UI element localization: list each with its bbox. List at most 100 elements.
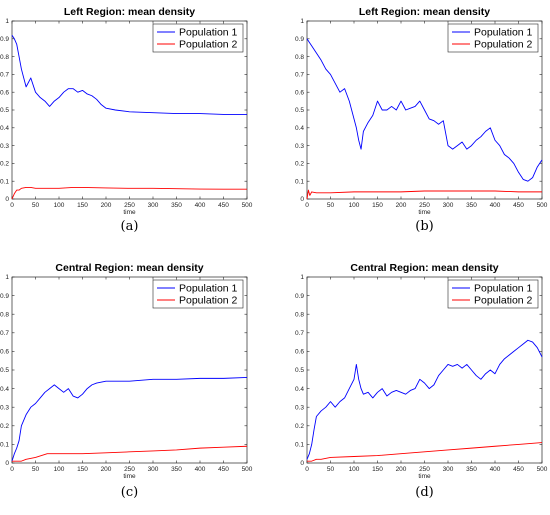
y-tick-label: 0.4 [295, 125, 304, 132]
series-line-population-2 [306, 189, 542, 200]
x-tick-label: 450 [218, 202, 229, 209]
x-tick-label: 450 [218, 466, 229, 473]
x-tick-label: 0 [305, 466, 309, 473]
panel-caption: (d) [415, 485, 433, 500]
chart-title: Left Region: mean density [359, 6, 490, 18]
series-line-population-1 [11, 34, 247, 115]
series-line-population-1 [306, 339, 543, 460]
y-tick-label: 0.3 [0, 404, 9, 411]
y-tick-label: 0.2 [295, 423, 304, 430]
panel-caption: (a) [121, 219, 139, 234]
x-axis-label: time [123, 473, 136, 480]
legend-box [152, 23, 244, 53]
y-tick-label: 0.6 [0, 349, 9, 356]
legend-entry: Population 2 [179, 295, 238, 307]
legend-entry: Population 1 [179, 27, 238, 39]
series-line-population-1 [11, 376, 248, 462]
y-tick-label: 0.2 [0, 423, 9, 430]
x-tick-label: 500 [537, 466, 548, 473]
x-tick-label: 300 [148, 202, 159, 209]
y-tick-label: 0.6 [295, 349, 304, 356]
y-tick-label: 0 [5, 196, 9, 203]
y-tick-label: 0.9 [0, 293, 9, 300]
x-axis-label: time [418, 473, 431, 480]
x-tick-label: 150 [372, 466, 383, 473]
series-line-population-1 [306, 38, 543, 182]
chart-panel-3: Central Region: mean density 0 50 100 150 200… [0, 262, 253, 500]
y-tick-label: 1 [5, 18, 9, 25]
x-tick-label: 0 [10, 202, 14, 209]
y-tick-label: 0.7 [0, 72, 9, 79]
y-tick-label: 0 [5, 460, 9, 467]
y-tick-label: 0.4 [0, 386, 9, 393]
x-tick-label: 50 [32, 202, 40, 209]
legend-box [447, 279, 539, 309]
x-tick-label: 500 [537, 202, 548, 209]
y-tick-label: 1 [300, 274, 304, 281]
x-tick-label: 300 [443, 466, 454, 473]
y-tick-label: 0.8 [0, 311, 9, 318]
y-tick-label: 1 [300, 18, 304, 25]
y-tick-label: 0.8 [295, 54, 304, 61]
x-tick-label: 100 [54, 466, 65, 473]
x-tick-label: 50 [32, 466, 40, 473]
y-tick-label: 0.9 [0, 36, 9, 43]
y-tick-label: 0.5 [295, 367, 304, 374]
legend-entry: Population 2 [179, 39, 238, 51]
x-tick-label: 400 [490, 466, 501, 473]
y-tick-label: 0.5 [0, 367, 9, 374]
x-tick-label: 0 [10, 466, 14, 473]
x-tick-label: 500 [242, 202, 253, 209]
series-line-population-2 [11, 186, 247, 200]
x-tick-label: 150 [372, 202, 383, 209]
y-tick-label: 0.2 [295, 161, 304, 168]
x-tick-label: 300 [443, 202, 454, 209]
y-tick-label: 0.3 [0, 143, 9, 150]
chart-panel-4: Central Region: mean density 0 50 100 150 200… [295, 262, 548, 500]
y-tick-label: 0.3 [295, 143, 304, 150]
x-tick-label: 300 [148, 466, 159, 473]
legend-entry: Population 2 [474, 39, 533, 51]
chart-title: Central Region: mean density [350, 262, 498, 274]
y-tick-label: 0 [300, 196, 304, 203]
y-tick-label: 0.9 [295, 293, 304, 300]
y-tick-label: 0.4 [0, 125, 9, 132]
x-tick-label: 500 [242, 466, 253, 473]
y-tick-label: 0.1 [295, 178, 304, 185]
x-tick-label: 250 [419, 466, 430, 473]
legend-entry: Population 1 [474, 27, 533, 39]
x-tick-label: 100 [349, 466, 360, 473]
legend-entry: Population 2 [474, 295, 533, 307]
x-tick-label: 250 [419, 202, 430, 209]
legend-entry: Population 1 [474, 283, 533, 295]
y-tick-label: 0.1 [295, 442, 304, 449]
x-tick-label: 350 [171, 202, 182, 209]
y-tick-label: 0.6 [0, 89, 9, 96]
x-tick-label: 400 [195, 202, 206, 209]
x-tick-label: 100 [349, 202, 360, 209]
legend-box [152, 279, 244, 309]
y-tick-label: 0.3 [295, 404, 304, 411]
panel-caption: (c) [121, 485, 138, 500]
legend-entry: Population 1 [179, 283, 238, 295]
x-tick-label: 100 [54, 202, 65, 209]
x-tick-label: 50 [327, 202, 335, 209]
x-tick-label: 400 [195, 466, 206, 473]
y-tick-label: 1 [5, 274, 9, 281]
x-tick-label: 250 [124, 202, 135, 209]
chart-title: Central Region: mean density [55, 262, 203, 274]
y-tick-label: 0.7 [295, 72, 304, 79]
y-tick-label: 0.5 [0, 107, 9, 114]
x-tick-label: 350 [466, 202, 477, 209]
x-tick-label: 200 [396, 202, 407, 209]
x-tick-label: 50 [327, 466, 335, 473]
x-tick-label: 250 [124, 466, 135, 473]
x-tick-label: 400 [490, 202, 501, 209]
y-tick-label: 0 [300, 460, 304, 467]
y-tick-label: 0.2 [0, 161, 9, 168]
y-tick-label: 0.8 [295, 311, 304, 318]
panel-caption: (b) [415, 219, 433, 234]
